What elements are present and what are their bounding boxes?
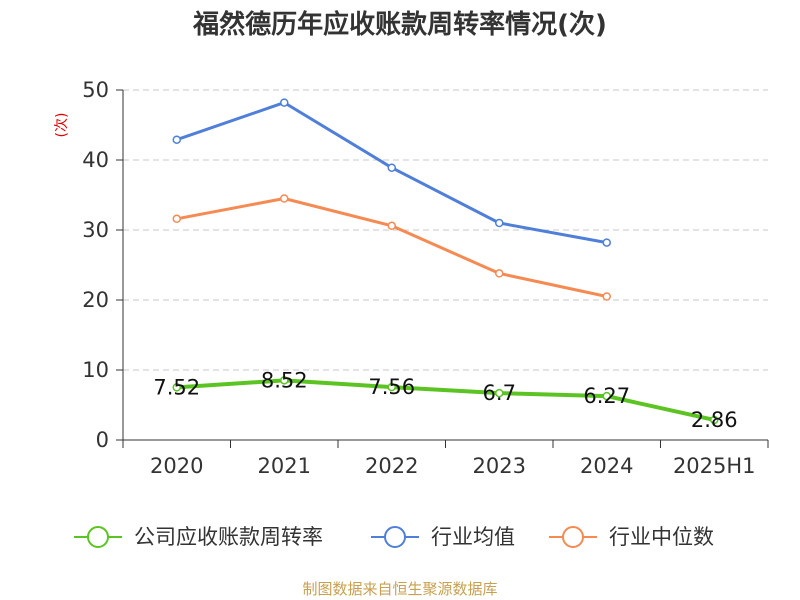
data-point bbox=[172, 214, 181, 224]
legend-swatch-marker bbox=[87, 526, 109, 548]
y-axis-label: (次) bbox=[54, 113, 70, 138]
data-point bbox=[495, 218, 504, 228]
legend-swatch-marker bbox=[384, 526, 406, 548]
data-point bbox=[280, 194, 289, 203]
data-point bbox=[602, 238, 611, 247]
data-point bbox=[710, 415, 719, 425]
x-tick-labels: 2020 2021 2022 2023 2024 2025H1 bbox=[150, 454, 756, 478]
grid-lines bbox=[123, 89, 768, 371]
x-tick-label: 2022 bbox=[365, 454, 418, 478]
data-label: 2.86 bbox=[691, 408, 738, 432]
data-point bbox=[387, 382, 396, 392]
chart-title: 福然德历年应收账款周转率情况(次) bbox=[192, 9, 607, 40]
legend-label: 行业均值 bbox=[431, 525, 515, 549]
y-tick-label: 0 bbox=[96, 428, 109, 452]
data-point bbox=[495, 388, 504, 398]
y-tick-labels: 0 10 20 30 40 50 bbox=[82, 78, 109, 452]
data-point bbox=[495, 269, 504, 278]
legend-swatch-marker bbox=[562, 526, 584, 548]
data-label: 6.7 bbox=[483, 381, 516, 405]
data-label: 6.27 bbox=[583, 384, 630, 408]
y-tick-label: 50 bbox=[82, 78, 109, 102]
series-lines bbox=[176, 101, 715, 422]
legend: 公司应收账款周转率 行业均值 行业中位数 bbox=[74, 525, 714, 549]
data-point bbox=[172, 135, 181, 144]
series-line-0 bbox=[176, 378, 715, 422]
data-points bbox=[172, 98, 719, 425]
data-label: 7.56 bbox=[368, 375, 415, 399]
data-label: 8.52 bbox=[261, 368, 308, 392]
data-point bbox=[280, 98, 289, 107]
axes bbox=[116, 89, 769, 448]
x-tick-label: 2021 bbox=[258, 454, 311, 478]
y-tick-label: 40 bbox=[82, 148, 109, 172]
x-tick-label: 2023 bbox=[473, 454, 526, 478]
y-tick-label: 10 bbox=[82, 358, 109, 382]
legend-label: 行业中位数 bbox=[609, 525, 714, 549]
data-label: 7.52 bbox=[153, 375, 200, 399]
x-tick-label: 2025H1 bbox=[673, 454, 756, 478]
data-point bbox=[387, 221, 396, 231]
x-tick-label: 2024 bbox=[580, 454, 633, 478]
y-tick-label: 20 bbox=[82, 288, 109, 312]
source-note: 制图数据来自恒生聚源数据库 bbox=[302, 580, 497, 598]
data-point bbox=[602, 292, 611, 301]
data-point bbox=[280, 376, 289, 385]
data-point bbox=[602, 391, 611, 401]
x-tick-label: 2020 bbox=[150, 454, 203, 478]
data-point bbox=[387, 163, 396, 172]
series-line-2 bbox=[176, 197, 608, 298]
data-point bbox=[172, 383, 181, 392]
legend-label: 公司应收账款周转率 bbox=[134, 525, 323, 549]
data-labels: 7.52 8.52 7.56 6.7 6.27 2.86 bbox=[153, 368, 737, 432]
y-tick-label: 30 bbox=[82, 218, 109, 242]
